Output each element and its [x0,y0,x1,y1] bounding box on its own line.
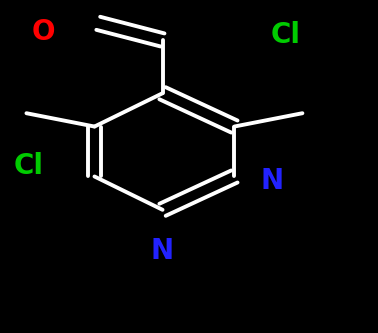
Text: Cl: Cl [270,21,301,49]
Text: N: N [151,237,174,265]
Text: O: O [32,18,55,46]
Text: Cl: Cl [13,153,43,180]
Text: N: N [260,167,284,195]
